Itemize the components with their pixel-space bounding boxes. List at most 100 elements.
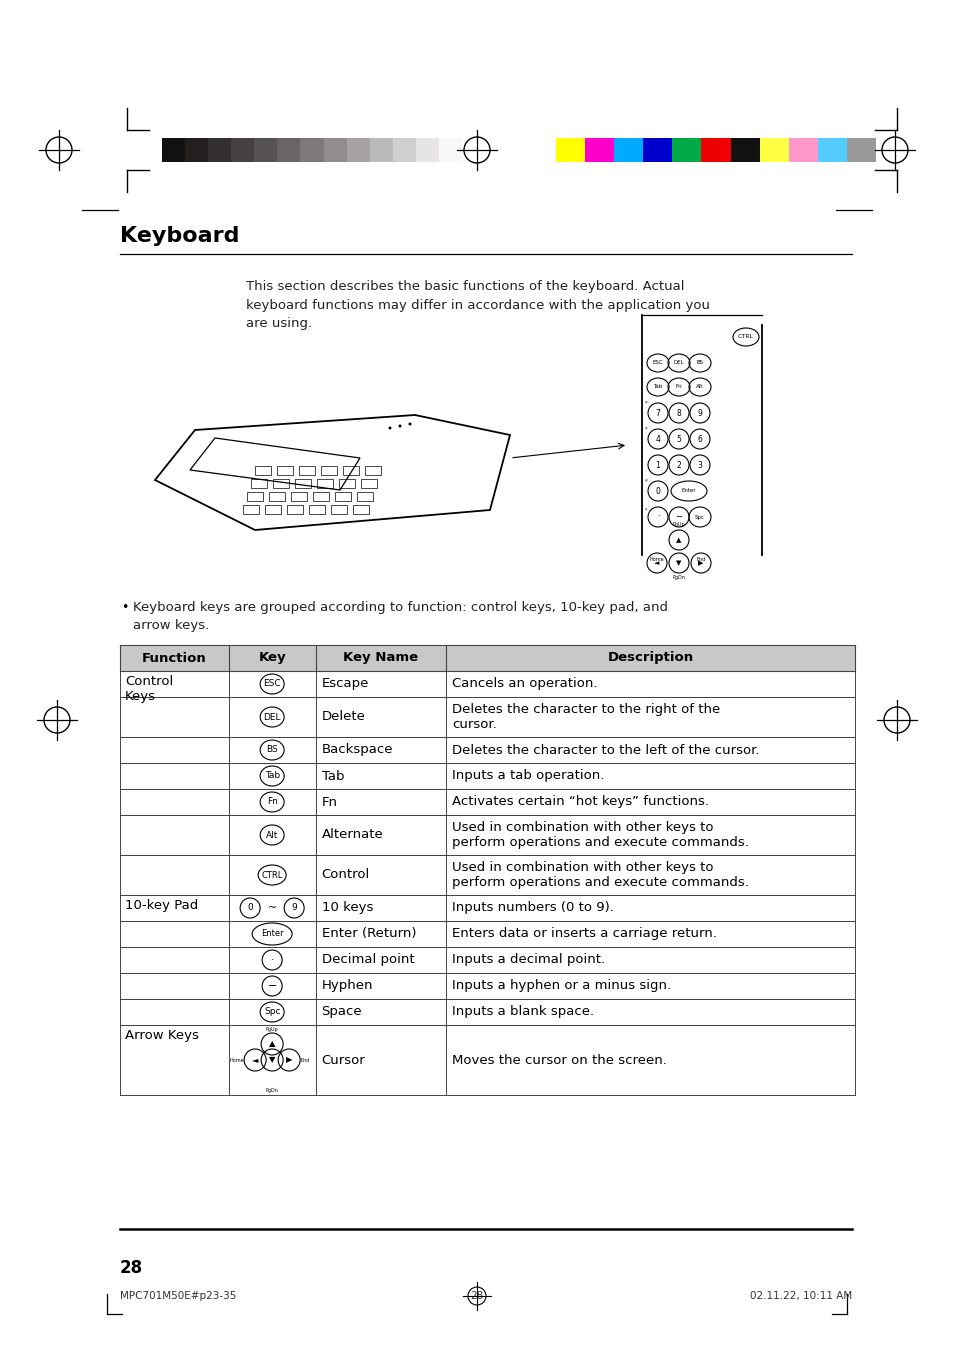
Bar xyxy=(584,138,614,162)
Bar xyxy=(730,138,759,162)
Text: Activates certain “hot keys” functions.: Activates certain “hot keys” functions. xyxy=(452,796,709,808)
Text: Spc: Spc xyxy=(695,515,704,520)
Text: ▲: ▲ xyxy=(269,1039,275,1048)
Bar xyxy=(120,947,854,973)
Text: Function: Function xyxy=(142,651,207,665)
Text: Enters data or inserts a carriage return.: Enters data or inserts a carriage return… xyxy=(452,928,717,940)
Text: 1: 1 xyxy=(655,461,659,470)
Bar xyxy=(276,466,293,476)
Bar xyxy=(294,480,311,488)
Text: BS: BS xyxy=(266,746,277,754)
Bar xyxy=(120,738,854,763)
Text: DEL: DEL xyxy=(263,712,280,721)
Text: Tab: Tab xyxy=(264,771,279,781)
Text: *: * xyxy=(644,508,647,513)
Bar xyxy=(251,480,267,488)
Text: Hyphen: Hyphen xyxy=(321,979,373,993)
Bar xyxy=(346,138,370,162)
Text: •: • xyxy=(121,601,129,613)
Bar xyxy=(672,138,700,162)
Bar xyxy=(365,466,380,476)
Text: End: End xyxy=(696,557,705,562)
Text: PgUp: PgUp xyxy=(266,1027,278,1032)
Bar xyxy=(120,671,854,697)
Text: ◄: ◄ xyxy=(654,561,659,566)
Text: ·: · xyxy=(270,955,274,965)
Text: Enter: Enter xyxy=(260,929,283,939)
Text: Key: Key xyxy=(258,651,286,665)
Text: Alt: Alt xyxy=(266,831,278,839)
Bar xyxy=(438,138,461,162)
Text: 02.11.22, 10:11 AM: 02.11.22, 10:11 AM xyxy=(749,1292,851,1301)
Text: ESC: ESC xyxy=(263,680,281,689)
Bar xyxy=(243,505,258,513)
Bar xyxy=(298,466,314,476)
Bar xyxy=(247,492,263,501)
Text: *: * xyxy=(644,480,647,484)
Text: ·: · xyxy=(656,512,659,521)
Bar xyxy=(254,466,271,476)
Bar xyxy=(356,492,373,501)
Bar xyxy=(416,138,438,162)
Text: Inputs a decimal point.: Inputs a decimal point. xyxy=(452,954,605,966)
Text: Alt: Alt xyxy=(696,385,703,389)
Bar xyxy=(642,138,672,162)
Text: Cancels an operation.: Cancels an operation. xyxy=(452,677,598,690)
Bar xyxy=(817,138,846,162)
Bar xyxy=(338,480,355,488)
Text: Tab: Tab xyxy=(653,385,662,389)
Bar xyxy=(300,138,323,162)
Bar xyxy=(120,855,854,894)
Bar xyxy=(846,138,875,162)
Text: 0: 0 xyxy=(655,486,659,496)
Text: PgDn: PgDn xyxy=(266,1088,278,1093)
Bar xyxy=(120,763,854,789)
Bar xyxy=(120,973,854,998)
Bar xyxy=(120,1025,854,1096)
Text: Home: Home xyxy=(230,1058,244,1062)
Bar xyxy=(759,138,788,162)
Text: Control
Keys: Control Keys xyxy=(125,676,173,703)
Bar xyxy=(265,505,281,513)
Text: Home: Home xyxy=(649,557,663,562)
Bar xyxy=(320,466,336,476)
Text: −: − xyxy=(267,981,276,992)
Text: 6: 6 xyxy=(697,435,701,443)
Text: 9: 9 xyxy=(697,408,701,417)
Text: ▼: ▼ xyxy=(269,1055,275,1065)
Text: Key Name: Key Name xyxy=(343,651,418,665)
Bar xyxy=(335,492,351,501)
Bar xyxy=(313,492,329,501)
Text: *: * xyxy=(644,427,647,432)
Bar xyxy=(343,466,358,476)
Text: 28: 28 xyxy=(470,1292,483,1301)
Text: 4: 4 xyxy=(655,435,659,443)
Text: ▶: ▶ xyxy=(286,1055,292,1065)
Text: Tab: Tab xyxy=(321,770,344,782)
Bar xyxy=(231,138,254,162)
Text: MPC701M50E#p23-35: MPC701M50E#p23-35 xyxy=(120,1292,236,1301)
Text: Backspace: Backspace xyxy=(321,743,393,757)
Bar xyxy=(269,492,285,501)
Text: 8: 8 xyxy=(676,408,680,417)
Text: 0: 0 xyxy=(247,904,253,912)
Text: BS: BS xyxy=(696,361,702,366)
Bar xyxy=(120,789,854,815)
Text: ▼: ▼ xyxy=(676,561,681,566)
Bar xyxy=(614,138,642,162)
Bar xyxy=(120,921,854,947)
Bar xyxy=(556,138,584,162)
Bar xyxy=(370,138,393,162)
Text: Cursor: Cursor xyxy=(321,1054,365,1066)
Text: 9: 9 xyxy=(291,904,296,912)
Text: CTRL: CTRL xyxy=(261,870,282,880)
Text: Control: Control xyxy=(321,869,370,881)
Text: Escape: Escape xyxy=(321,677,369,690)
Text: Spc: Spc xyxy=(264,1008,280,1016)
Bar xyxy=(323,138,346,162)
Circle shape xyxy=(398,424,401,427)
Text: Fn: Fn xyxy=(267,797,277,807)
Bar xyxy=(353,505,369,513)
Text: 3: 3 xyxy=(697,461,701,470)
Text: Fn: Fn xyxy=(675,385,681,389)
